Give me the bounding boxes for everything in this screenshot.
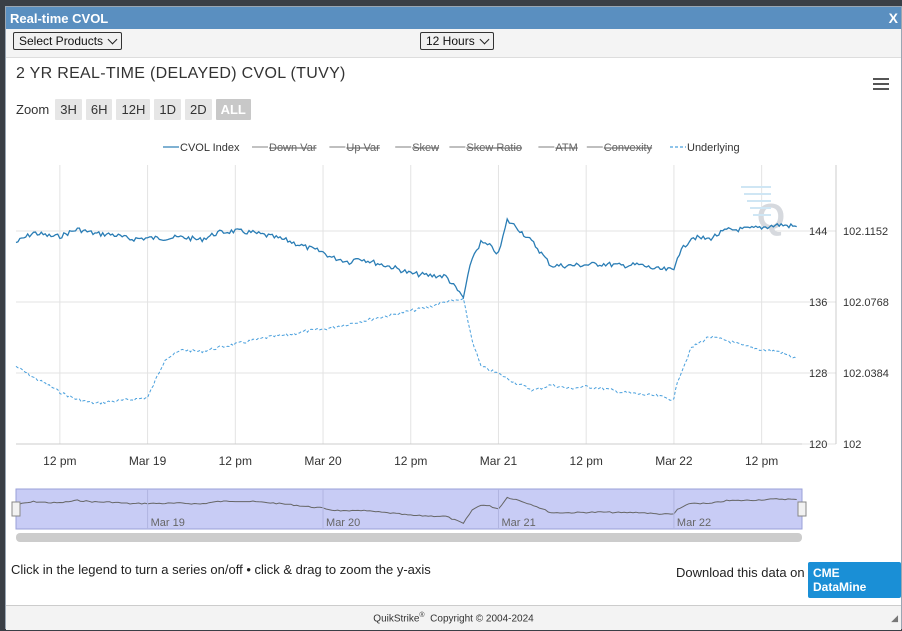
- navigator-tick-label: Mar 19: [151, 517, 185, 529]
- navigator-handle[interactable]: [11, 501, 21, 517]
- series-cvol-index: [15, 217, 797, 300]
- title-bar: Real-time CVOL X: [6, 7, 901, 29]
- y-right-tick-label: 102.0768: [843, 297, 889, 309]
- cvol-chart[interactable]: CVOL Index Down Var Up Var Skew Skew Ratio AT…: [6, 7, 901, 552]
- x-tick-label: 12 pm: [570, 454, 603, 468]
- x-tick-label: Mar 19: [129, 454, 167, 468]
- legend-item[interactable]: CVOL Index: [163, 142, 240, 154]
- x-tick-label: 12 pm: [219, 454, 252, 468]
- navigator-handle[interactable]: [797, 501, 807, 517]
- help-text: Click in the legend to turn a series on/…: [11, 562, 431, 577]
- x-tick-label: 12 pm: [394, 454, 427, 468]
- y-right-tick-label: 102.0384: [843, 368, 889, 380]
- x-tick-label: Mar 22: [655, 454, 693, 468]
- legend-label: ATM: [555, 142, 577, 154]
- footer-copyright: Copyright © 2004-2024: [430, 613, 534, 625]
- footer: QuikStrike® Copyright © 2004-2024 ◢: [6, 605, 901, 630]
- y-right-tick-label: 102: [843, 439, 861, 451]
- x-tick-label: Mar 20: [304, 454, 342, 468]
- download-text: Download this data on: [676, 565, 805, 580]
- zoom-6h-button[interactable]: 6H: [85, 99, 113, 120]
- navigator-tick-label: Mar 21: [501, 517, 535, 529]
- legend-item[interactable]: Skew Ratio: [449, 142, 522, 154]
- navigator-tick-label: Mar 20: [326, 517, 360, 529]
- y-left-tick-label: 144: [809, 226, 827, 238]
- legend-label: Up Var: [346, 142, 380, 154]
- toolbar: Select Products 12 Hours: [6, 29, 901, 58]
- x-tick-label: 12 pm: [745, 454, 778, 468]
- legend-item[interactable]: Down Var: [252, 142, 317, 154]
- zoom-12h-button[interactable]: 12H: [116, 99, 151, 120]
- window-title: Real-time CVOL: [10, 11, 109, 26]
- y-left-tick-label: 136: [809, 297, 827, 309]
- legend-label: Skew: [412, 142, 439, 154]
- y-left-tick-label: 120: [809, 439, 827, 451]
- navigator-scrollbar[interactable]: [16, 533, 802, 542]
- legend-label: Convexity: [604, 142, 653, 154]
- zoom-3h-button[interactable]: 3H: [55, 99, 82, 120]
- cvol-window: Real-time CVOL X Select Products 12 Hour…: [5, 6, 902, 630]
- select-products-dropdown[interactable]: Select Products: [13, 32, 123, 50]
- legend-item[interactable]: ATM: [538, 142, 578, 154]
- legend-label: CVOL Index: [180, 142, 240, 154]
- legend-label: Underlying: [687, 142, 740, 154]
- legend-label: Skew Ratio: [466, 142, 522, 154]
- interval-label: 12 Hours: [426, 34, 475, 48]
- cme-datamine-button[interactable]: CME DataMine: [808, 562, 901, 598]
- footer-brand: QuikStrike: [373, 613, 420, 625]
- legend-item[interactable]: Up Var: [329, 142, 380, 154]
- series-underlying: [15, 297, 798, 405]
- y-left-tick-label: 128: [809, 368, 827, 380]
- zoom-2d-button[interactable]: 2D: [184, 99, 212, 120]
- zoom-1d-button[interactable]: 1D: [154, 99, 181, 120]
- navigator-tick-label: Mar 22: [677, 517, 711, 529]
- chart-title: 2 YR REAL-TIME (DELAYED) CVOL (TUVY): [16, 65, 346, 82]
- zoom-label: Zoom: [16, 102, 50, 117]
- x-tick-label: Mar 21: [480, 454, 518, 468]
- interval-dropdown[interactable]: 12 Hours: [420, 32, 494, 50]
- registered-mark: ®: [419, 612, 425, 619]
- navigator-series: [15, 496, 797, 524]
- legend-item[interactable]: Skew: [395, 142, 439, 154]
- legend-label: Down Var: [269, 142, 317, 154]
- legend-item[interactable]: Convexity: [586, 142, 653, 154]
- zoom-all-button[interactable]: ALL: [215, 99, 251, 120]
- resize-grip-icon[interactable]: ◢: [891, 613, 898, 623]
- close-button[interactable]: X: [888, 10, 898, 26]
- y-right-tick-label: 102.1152: [843, 226, 888, 238]
- hamburger-menu-icon[interactable]: [873, 75, 889, 93]
- select-products-label: Select Products: [19, 34, 104, 48]
- legend-item[interactable]: Underlying: [670, 142, 740, 154]
- x-tick-label: 12 pm: [43, 454, 76, 468]
- quikstrike-watermark-icon: Q: [757, 196, 785, 237]
- zoom-bar: Zoom 3H 6H 12H 1D 2D ALL: [16, 99, 251, 120]
